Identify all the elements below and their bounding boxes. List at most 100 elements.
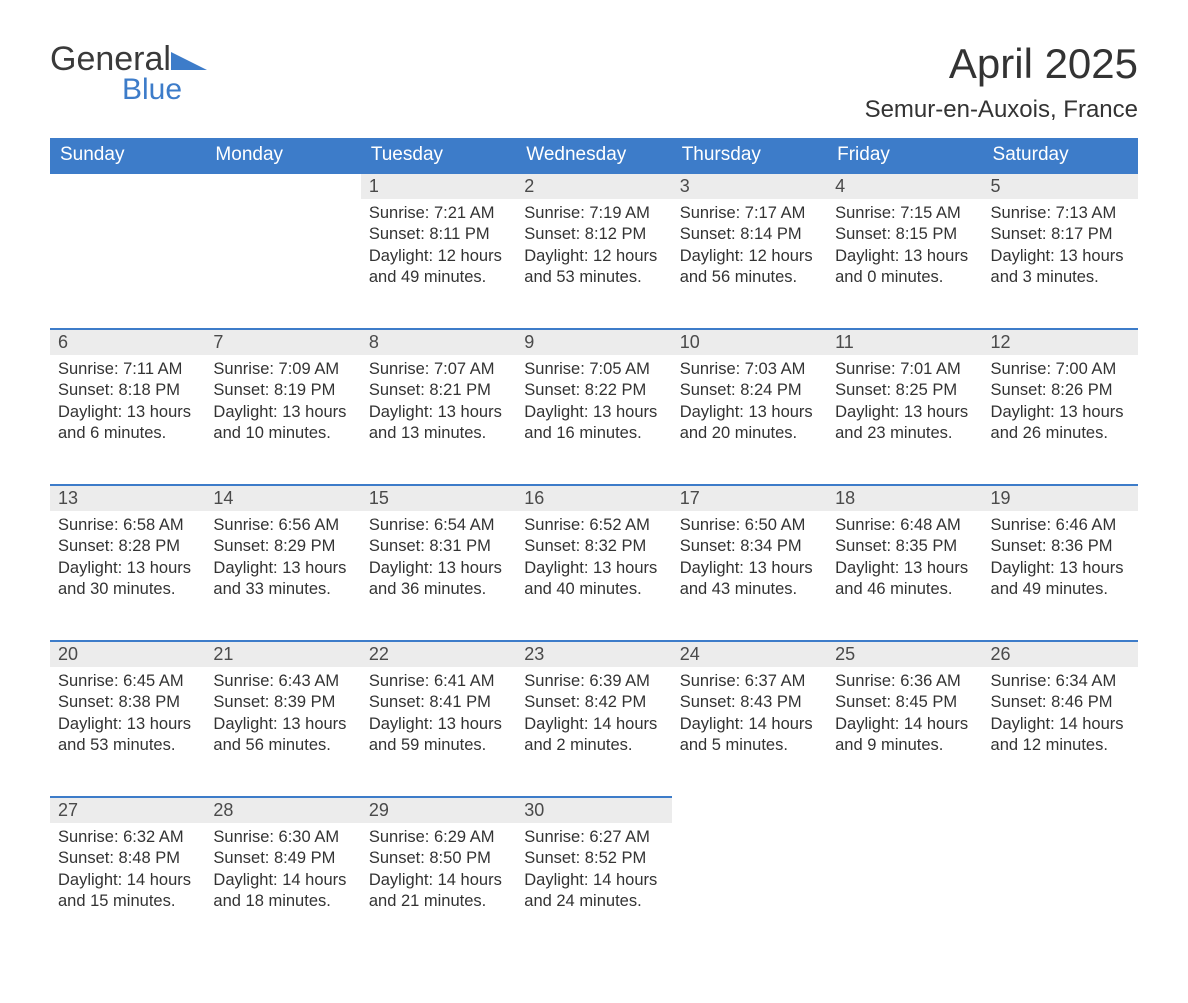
daylight-line: Daylight: 13 hours and 13 minutes.	[369, 402, 508, 445]
daylight-line: Daylight: 13 hours and 59 minutes.	[369, 714, 508, 757]
day-cell: Sunrise: 7:19 AMSunset: 8:12 PMDaylight:…	[516, 199, 671, 329]
empty-cell	[672, 823, 827, 953]
day-number: 22	[361, 641, 516, 667]
daynum-row: 20212223242526	[50, 641, 1138, 667]
content-row: Sunrise: 6:32 AMSunset: 8:48 PM Daylight:…	[50, 823, 1138, 953]
sunrise-line: Sunrise: 6:56 AM	[213, 515, 352, 536]
day-cell: Sunrise: 7:03 AMSunset: 8:24 PMDaylight:…	[672, 355, 827, 485]
sunrise-line: Sunrise: 6:30 AM	[213, 827, 352, 848]
day-cell: Sunrise: 6:54 AMSunset: 8:31 PMDaylight:…	[361, 511, 516, 641]
day-number: 28	[205, 797, 360, 823]
header-row: General Blue April 2025 Semur-en-Auxois,…	[50, 40, 1138, 124]
day-cell: Sunrise: 6:43 AMSunset: 8:39 PMDaylight:…	[205, 667, 360, 797]
day-number: 12	[983, 329, 1138, 355]
sunrise-line: Sunrise: 6:27 AM	[524, 827, 663, 848]
day-number: 24	[672, 641, 827, 667]
weekday-header: Tuesday	[361, 138, 516, 173]
daylight-line: Daylight: 13 hours and 10 minutes.	[213, 402, 352, 445]
sunset-line: Sunset: 8:41 PM	[369, 692, 508, 713]
day-cell: Sunrise: 7:05 AMSunset: 8:22 PMDaylight:…	[516, 355, 671, 485]
day-number: 17	[672, 485, 827, 511]
day-cell: Sunrise: 7:21 AMSunset: 8:11 PMDaylight:…	[361, 199, 516, 329]
sunset-line: Sunset: 8:15 PM	[835, 224, 974, 245]
sunset-line: Sunset: 8:42 PM	[524, 692, 663, 713]
sunrise-line: Sunrise: 6:34 AM	[991, 671, 1130, 692]
daylight-line: Daylight: 13 hours and 16 minutes.	[524, 402, 663, 445]
day-number: 13	[50, 485, 205, 511]
day-cell: Sunrise: 6:56 AMSunset: 8:29 PMDaylight:…	[205, 511, 360, 641]
day-number: 11	[827, 329, 982, 355]
page: General Blue April 2025 Semur-en-Auxois,…	[0, 0, 1188, 1003]
weekday-header: Wednesday	[516, 138, 671, 173]
sunset-line: Sunset: 8:50 PM	[369, 848, 508, 869]
sunset-line: Sunset: 8:49 PM	[213, 848, 352, 869]
day-cell: Sunrise: 7:09 AMSunset: 8:19 PMDaylight:…	[205, 355, 360, 485]
day-cell: Sunrise: 6:46 AMSunset: 8:36 PMDaylight:…	[983, 511, 1138, 641]
empty-cell	[983, 823, 1138, 953]
sunset-line: Sunset: 8:38 PM	[58, 692, 197, 713]
day-number: 8	[361, 329, 516, 355]
sunset-line: Sunset: 8:24 PM	[680, 380, 819, 401]
logo-wrap: General Blue	[50, 40, 207, 107]
daylight-line: Daylight: 14 hours and 5 minutes.	[680, 714, 819, 757]
sunrise-line: Sunrise: 7:07 AM	[369, 359, 508, 380]
sunrise-line: Sunrise: 7:09 AM	[213, 359, 352, 380]
sunrise-line: Sunrise: 6:50 AM	[680, 515, 819, 536]
empty-cell	[827, 823, 982, 953]
day-cell: Sunrise: 7:07 AMSunset: 8:21 PMDaylight:…	[361, 355, 516, 485]
day-number: 25	[827, 641, 982, 667]
sunrise-line: Sunrise: 6:48 AM	[835, 515, 974, 536]
daylight-line: Daylight: 13 hours and 40 minutes.	[524, 558, 663, 601]
sunrise-line: Sunrise: 6:46 AM	[991, 515, 1130, 536]
calendar-table: SundayMondayTuesdayWednesdayThursdayFrid…	[50, 138, 1138, 953]
sunset-line: Sunset: 8:43 PM	[680, 692, 819, 713]
sunset-line: Sunset: 8:36 PM	[991, 536, 1130, 557]
sunset-line: Sunset: 8:48 PM	[58, 848, 197, 869]
empty-cell	[50, 199, 205, 329]
empty-cell	[672, 797, 827, 823]
content-row: Sunrise: 7:21 AMSunset: 8:11 PMDaylight:…	[50, 199, 1138, 329]
day-number: 10	[672, 329, 827, 355]
day-number: 16	[516, 485, 671, 511]
sunrise-line: Sunrise: 6:41 AM	[369, 671, 508, 692]
day-cell: Sunrise: 6:37 AMSunset: 8:43 PMDaylight:…	[672, 667, 827, 797]
sunset-line: Sunset: 8:52 PM	[524, 848, 663, 869]
daylight-line: Daylight: 13 hours and 0 minutes.	[835, 246, 974, 289]
sunset-line: Sunset: 8:39 PM	[213, 692, 352, 713]
day-cell: Sunrise: 7:15 AMSunset: 8:15 PMDaylight:…	[827, 199, 982, 329]
day-cell: Sunrise: 6:27 AMSunset: 8:52 PMDaylight:…	[516, 823, 671, 953]
day-number: 26	[983, 641, 1138, 667]
day-cell: Sunrise: 6:30 AMSunset: 8:49 PMDaylight:…	[205, 823, 360, 953]
day-number: 4	[827, 173, 982, 199]
daynum-row: 12345	[50, 173, 1138, 199]
day-number: 20	[50, 641, 205, 667]
sunrise-line: Sunrise: 6:32 AM	[58, 827, 197, 848]
daylight-line: Daylight: 14 hours and 18 minutes.	[213, 870, 352, 913]
day-number: 18	[827, 485, 982, 511]
sunrise-line: Sunrise: 7:15 AM	[835, 203, 974, 224]
day-number: 21	[205, 641, 360, 667]
empty-cell	[205, 199, 360, 329]
calendar-body: 12345Sunrise: 7:21 AMSunset: 8:11 PMDayl…	[50, 173, 1138, 953]
day-cell: Sunrise: 6:48 AMSunset: 8:35 PMDaylight:…	[827, 511, 982, 641]
sunrise-line: Sunrise: 6:43 AM	[213, 671, 352, 692]
day-number: 6	[50, 329, 205, 355]
day-number: 30	[516, 797, 671, 823]
daylight-line: Daylight: 14 hours and 24 minutes.	[524, 870, 663, 913]
daylight-line: Daylight: 13 hours and 49 minutes.	[991, 558, 1130, 601]
empty-cell	[827, 797, 982, 823]
content-row: Sunrise: 6:45 AMSunset: 8:38 PMDaylight:…	[50, 667, 1138, 797]
weekday-header: Sunday	[50, 138, 205, 173]
sunrise-line: Sunrise: 6:29 AM	[369, 827, 508, 848]
sunset-line: Sunset: 8:29 PM	[213, 536, 352, 557]
page-subtitle: Semur-en-Auxois, France	[865, 96, 1138, 124]
sunset-line: Sunset: 8:31 PM	[369, 536, 508, 557]
calendar-header: SundayMondayTuesdayWednesdayThursdayFrid…	[50, 138, 1138, 173]
daylight-line: Daylight: 12 hours and 53 minutes.	[524, 246, 663, 289]
daylight-line: Daylight: 13 hours and 23 minutes.	[835, 402, 974, 445]
sunrise-line: Sunrise: 7:05 AM	[524, 359, 663, 380]
day-number: 29	[361, 797, 516, 823]
sunset-line: Sunset: 8:19 PM	[213, 380, 352, 401]
daylight-line: Daylight: 14 hours and 12 minutes.	[991, 714, 1130, 757]
day-cell: Sunrise: 6:32 AMSunset: 8:48 PMDaylight:…	[50, 823, 205, 953]
